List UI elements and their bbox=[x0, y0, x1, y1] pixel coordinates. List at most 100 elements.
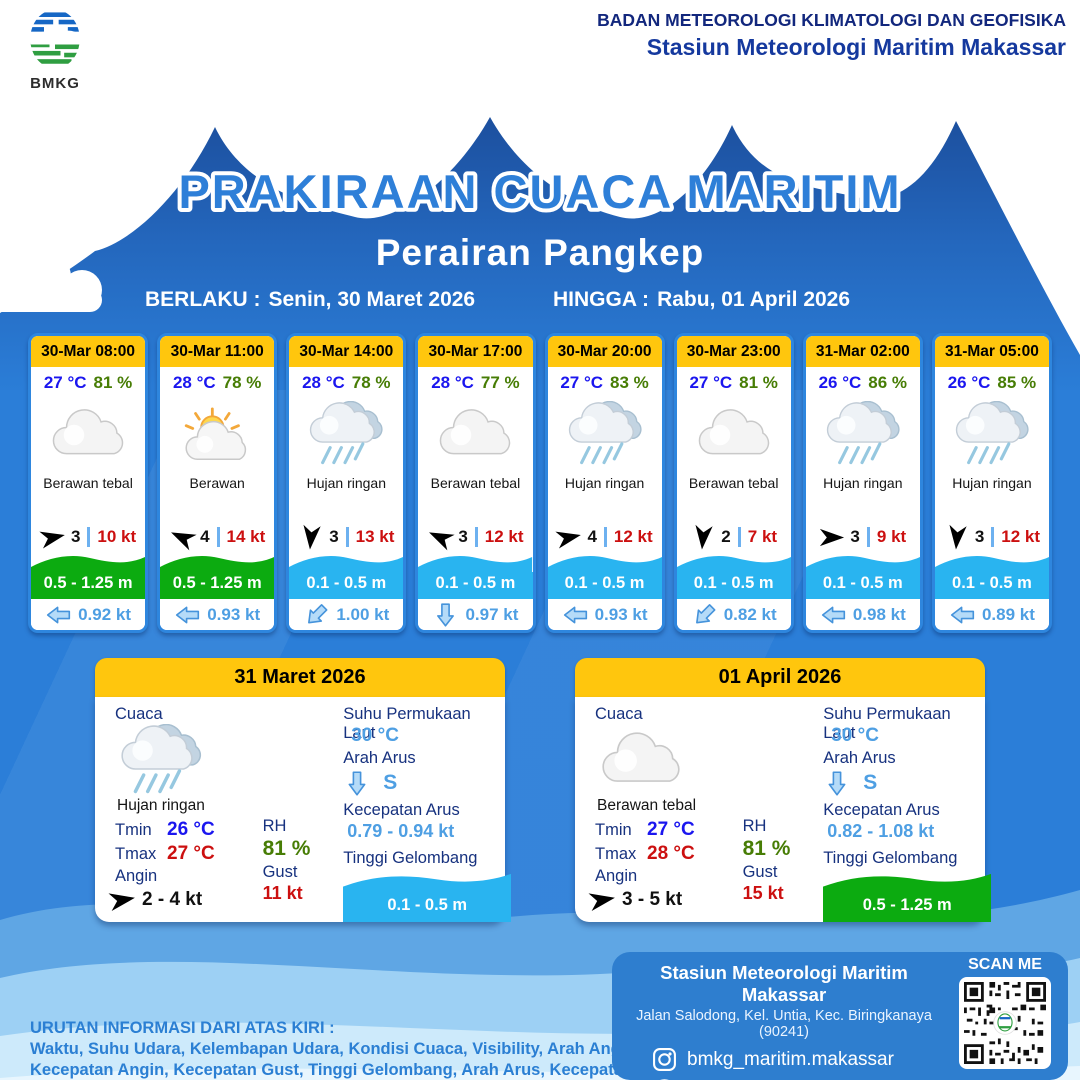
temp-humidity-row: 26 °C 85 % bbox=[935, 367, 1049, 397]
valid-until: HINGGA : Rabu, 01 April 2026 bbox=[553, 288, 850, 312]
humidity: 85 % bbox=[997, 373, 1037, 392]
kecepatan-arus-value: 0.82 - 1.08 kt bbox=[827, 821, 935, 841]
current-speed: 0.89 kt bbox=[981, 604, 1035, 624]
weather-condition: Berawan tebal bbox=[688, 475, 779, 491]
weather-condition: Hujan ringan bbox=[564, 475, 645, 491]
sst-value: 30 °C bbox=[831, 725, 879, 746]
qr-code bbox=[959, 977, 1051, 1069]
tmin-label: Tmin bbox=[115, 821, 152, 839]
kecepatan-arus-value: 0.79 - 0.94 kt bbox=[347, 821, 455, 841]
separator bbox=[737, 527, 741, 547]
instagram-row: bmkg_maritim.makassar bbox=[652, 1047, 942, 1072]
wind-speed: 12 kt bbox=[613, 527, 653, 546]
hourly-forecast-card: 30-Mar 14:00 28 °C 78 % Hujan ringan 3 1… bbox=[286, 333, 407, 633]
wind-range: 2 - 4 kt bbox=[142, 889, 203, 910]
air-temperature: 27 °C bbox=[560, 373, 604, 392]
weather-icon bbox=[160, 397, 274, 475]
tmax-value: 27 °C bbox=[167, 843, 215, 864]
temp-humidity-row: 28 °C 77 % bbox=[418, 367, 532, 397]
air-temperature: 26 °C bbox=[947, 373, 991, 392]
footer-address: Jalan Salodong, Kel. Untia, Kec. Biringk… bbox=[636, 1008, 932, 1040]
wind-range-row: 2 - 4 kt bbox=[108, 887, 263, 913]
wind-speed: 12 kt bbox=[484, 527, 524, 546]
separator bbox=[87, 527, 91, 547]
area-title: Perairan Pangkep bbox=[375, 232, 705, 273]
wind-info: 3 13 kt bbox=[289, 522, 403, 552]
separator bbox=[866, 527, 870, 547]
weather-icon bbox=[935, 397, 1049, 475]
current-direction-arrow-icon bbox=[174, 605, 201, 625]
wave-height: 0.5 - 1.25 m bbox=[43, 574, 133, 592]
temp-humidity-row: 26 °C 86 % bbox=[806, 367, 920, 397]
rain-icon bbox=[568, 401, 642, 465]
arah-arus-label: Arah Arus bbox=[343, 749, 416, 767]
temp-humidity-row: 28 °C 78 % bbox=[160, 367, 274, 397]
rain-icon bbox=[955, 401, 1029, 465]
wave-height-block: 0.1 - 0.5 m bbox=[676, 552, 791, 599]
qr-code-image bbox=[964, 982, 1046, 1064]
wind-direction-arrow-icon bbox=[819, 528, 845, 547]
wind-info: 3 12 kt bbox=[935, 522, 1049, 552]
wave-height: 0.5 - 1.25 m bbox=[862, 896, 952, 914]
gust-value: 11 kt bbox=[262, 883, 303, 903]
wave-shape bbox=[343, 873, 512, 894]
visibility-value: 3 bbox=[70, 527, 81, 546]
tmin-label: Tmin bbox=[595, 821, 632, 839]
wave-height: 0.1 - 0.5 m bbox=[435, 574, 516, 592]
hourly-forecast-card: 31-Mar 05:00 26 °C 85 % Hujan ringan 3 1… bbox=[931, 333, 1052, 633]
rain-icon bbox=[121, 724, 202, 794]
forecast-time: 30-Mar 11:00 bbox=[160, 336, 275, 367]
current-speed: 0.92 kt bbox=[78, 604, 132, 624]
hourly-forecast-row: 30-Mar 08:00 27 °C 81 % Berawan tebal 3 … bbox=[28, 333, 1052, 633]
daily-date: 01 April 2026 bbox=[575, 658, 985, 697]
cuaca-label: Cuaca bbox=[595, 705, 643, 723]
visibility-value: 4 bbox=[200, 527, 210, 546]
wave-height-block: 0.1 - 0.5 m bbox=[343, 872, 512, 922]
sst-value: 30 °C bbox=[351, 725, 399, 746]
cloudy-icon bbox=[602, 732, 680, 783]
cloudy-icon bbox=[440, 409, 511, 455]
bmkg-logo-text: BMKG bbox=[30, 75, 80, 92]
gust-value: 15 kt bbox=[742, 883, 784, 903]
visibility-value: 3 bbox=[329, 527, 339, 546]
hourly-forecast-card: 30-Mar 08:00 27 °C 81 % Berawan tebal 3 … bbox=[28, 333, 149, 633]
current-info: 0.92 kt bbox=[31, 599, 146, 630]
visibility-value: 2 bbox=[721, 527, 731, 546]
wave-shape bbox=[934, 556, 1049, 572]
current-speed: 1.00 kt bbox=[336, 604, 390, 624]
wave-height: 0.5 - 1.25 m bbox=[172, 574, 262, 592]
temp-humidity-row: 27 °C 81 % bbox=[31, 367, 145, 397]
current-direction-arrow-icon bbox=[949, 605, 976, 625]
humidity: 83 % bbox=[610, 373, 649, 392]
bmkg-logo: BMKG bbox=[22, 6, 88, 92]
current-speed: 0.97 kt bbox=[465, 604, 519, 624]
weather-condition: Hujan ringan bbox=[117, 797, 205, 814]
rain-icon bbox=[310, 401, 383, 465]
wave-shape bbox=[31, 556, 146, 572]
wave-height: 0.1 - 0.5 m bbox=[952, 574, 1032, 592]
current-direction-arrow-icon bbox=[348, 770, 366, 796]
wave-height: 0.1 - 0.5 m bbox=[693, 574, 774, 592]
forecast-time: 30-Mar 17:00 bbox=[418, 336, 533, 367]
current-direction-arrow-icon bbox=[828, 770, 846, 796]
bmkg-logo-icon bbox=[30, 9, 80, 69]
weather-icon bbox=[595, 727, 743, 797]
gelombang-label: Tinggi Gelombang bbox=[343, 849, 478, 867]
wind-speed: 12 kt bbox=[1001, 527, 1041, 546]
legend-line2: Waktu, Suhu Udara, Kelembapan Udara, Kon… bbox=[30, 1040, 641, 1059]
wind-direction-arrow-icon bbox=[38, 525, 67, 549]
wind-info: 3 12 kt bbox=[418, 522, 532, 552]
humidity: 81 % bbox=[739, 373, 778, 392]
cloud-decoration bbox=[0, 251, 102, 312]
weather-icon bbox=[806, 397, 920, 475]
air-temperature: 26 °C bbox=[818, 373, 862, 392]
gust-label: Gust bbox=[262, 863, 298, 881]
separator bbox=[603, 527, 607, 547]
wind-direction-arrow-icon bbox=[425, 523, 457, 551]
current-info: 0.93 kt bbox=[547, 599, 662, 630]
humidity: 78 % bbox=[222, 373, 262, 392]
current-direction-arrow-icon bbox=[688, 598, 721, 630]
wave-height-block: 0.1 - 0.5 m bbox=[418, 552, 533, 599]
visibility-value: 3 bbox=[850, 527, 860, 546]
